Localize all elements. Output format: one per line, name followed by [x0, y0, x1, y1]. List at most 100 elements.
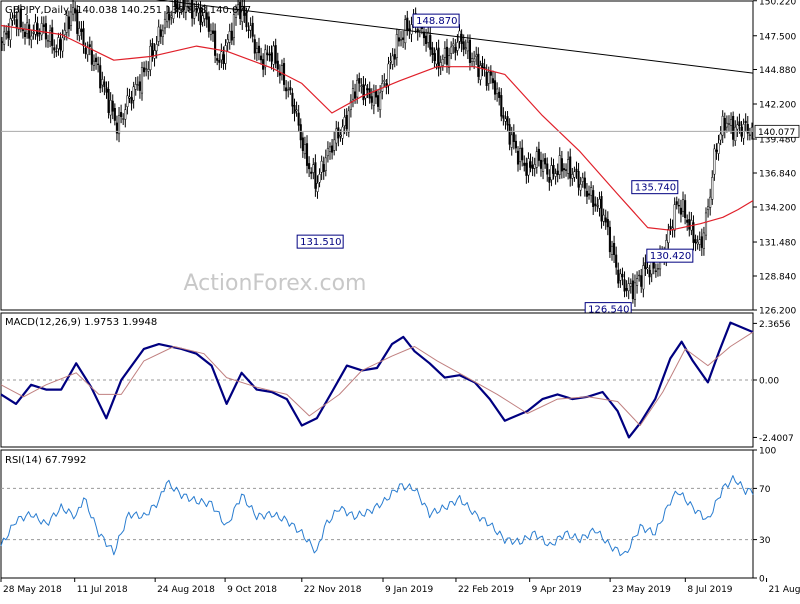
y-tick-label: 136.840	[759, 170, 796, 180]
candle-body	[448, 55, 451, 68]
candle-body	[556, 170, 559, 175]
candle-body	[636, 278, 639, 286]
candle-body	[610, 245, 614, 255]
candle-body	[656, 268, 660, 270]
y-tick-label: 128.840	[759, 273, 796, 283]
candle-body	[437, 47, 440, 69]
candle-body	[725, 122, 728, 128]
candle-body	[425, 35, 428, 45]
candle-body	[590, 187, 593, 196]
candle-body	[727, 123, 731, 125]
x-tick-label: 23 May 2019	[612, 585, 671, 595]
rsi-panel-frame	[0, 449, 754, 579]
candle-body	[9, 18, 12, 41]
candle-body	[450, 46, 453, 54]
y-tick-label: 142.200	[759, 101, 796, 111]
price-annotation-label: 148.870	[416, 16, 457, 27]
y-tick-label: 30	[759, 536, 771, 546]
candle-body	[299, 124, 302, 141]
x-tick-label: 22 Feb 2019	[458, 585, 514, 595]
rsi-panel: RSI(14) 67.7992 100 70 30 0	[0, 447, 776, 585]
y-tick-label: 139.480	[759, 136, 796, 146]
candle-body	[120, 112, 123, 117]
candle-body	[134, 84, 137, 90]
candle-body	[458, 30, 461, 42]
candle-body	[220, 51, 223, 61]
price-annotation-label: 131.510	[300, 237, 341, 248]
candle-body	[619, 273, 622, 281]
date-axis: 28 May 2018 11 Jul 2018 24 Aug 2018 9 Oct 2…	[0, 578, 800, 595]
candle-body	[337, 127, 340, 139]
candle-body	[218, 60, 221, 63]
price-panel: ActionForex.com 148.870 131.510 135.740 130…	[0, 0, 800, 317]
candle-body	[107, 88, 110, 113]
candle-body	[276, 60, 279, 70]
price-annotation-box	[412, 13, 460, 28]
candle-body	[59, 39, 62, 51]
candle-body	[533, 164, 536, 169]
candle-body	[318, 174, 321, 183]
candle-body	[713, 148, 716, 175]
candle-body	[270, 52, 273, 62]
candle-body	[698, 239, 701, 245]
candle-body	[744, 120, 747, 124]
candle-body	[224, 45, 227, 64]
candle-body	[57, 37, 60, 49]
candle-body	[63, 30, 66, 35]
candle-body	[201, 15, 204, 23]
candle-body	[335, 128, 338, 144]
candle-body	[738, 121, 741, 126]
rsi-axis: 100 70 30 0	[753, 447, 776, 585]
candle-body	[46, 40, 50, 42]
candle-body	[207, 16, 210, 32]
candle-body	[500, 95, 503, 117]
candle-body	[232, 14, 235, 38]
candle-body	[99, 65, 102, 89]
candle-body	[230, 30, 233, 41]
candle-body	[631, 280, 634, 300]
x-tick-label: 11 Jul 2018	[77, 585, 128, 595]
candle-body	[124, 109, 127, 120]
candle-body	[489, 71, 492, 76]
candle-body	[103, 81, 106, 88]
candle-body	[109, 100, 112, 116]
candle-body	[462, 41, 465, 50]
candle-body	[537, 148, 540, 161]
candle-body	[395, 34, 398, 58]
candle-body	[174, 0, 177, 7]
candle-body	[153, 50, 156, 59]
candle-body	[558, 155, 561, 175]
candle-body	[216, 58, 219, 61]
candle-body	[157, 26, 160, 42]
candle-body	[393, 54, 396, 60]
candle-body	[550, 165, 553, 181]
candle-body	[496, 88, 499, 94]
candle-body	[155, 44, 158, 52]
candle-body	[372, 92, 375, 106]
last-price-box	[754, 124, 800, 138]
candle-body	[479, 65, 482, 80]
candle-body	[539, 159, 543, 169]
rsi-line	[0, 475, 754, 557]
candle-body	[130, 97, 133, 104]
candle-body	[293, 105, 296, 114]
candle-body	[404, 19, 407, 44]
candle-body	[280, 65, 284, 75]
candle-body	[485, 71, 488, 86]
candle-body	[362, 84, 365, 101]
candle-body	[554, 173, 557, 177]
candle-body	[383, 80, 386, 82]
candle-body	[5, 33, 8, 35]
candle-body	[571, 174, 574, 179]
candle-body	[249, 25, 252, 31]
symbol-title: GBPJPY,Daily	[5, 5, 69, 16]
candle-body	[161, 30, 164, 38]
candle-body	[197, 7, 200, 14]
candle-body	[26, 22, 29, 34]
candle-body	[623, 279, 626, 292]
candle-body	[696, 241, 699, 245]
candle-body	[748, 134, 751, 136]
y-tick-label: 134.200	[759, 204, 796, 214]
candle-body	[546, 163, 549, 175]
